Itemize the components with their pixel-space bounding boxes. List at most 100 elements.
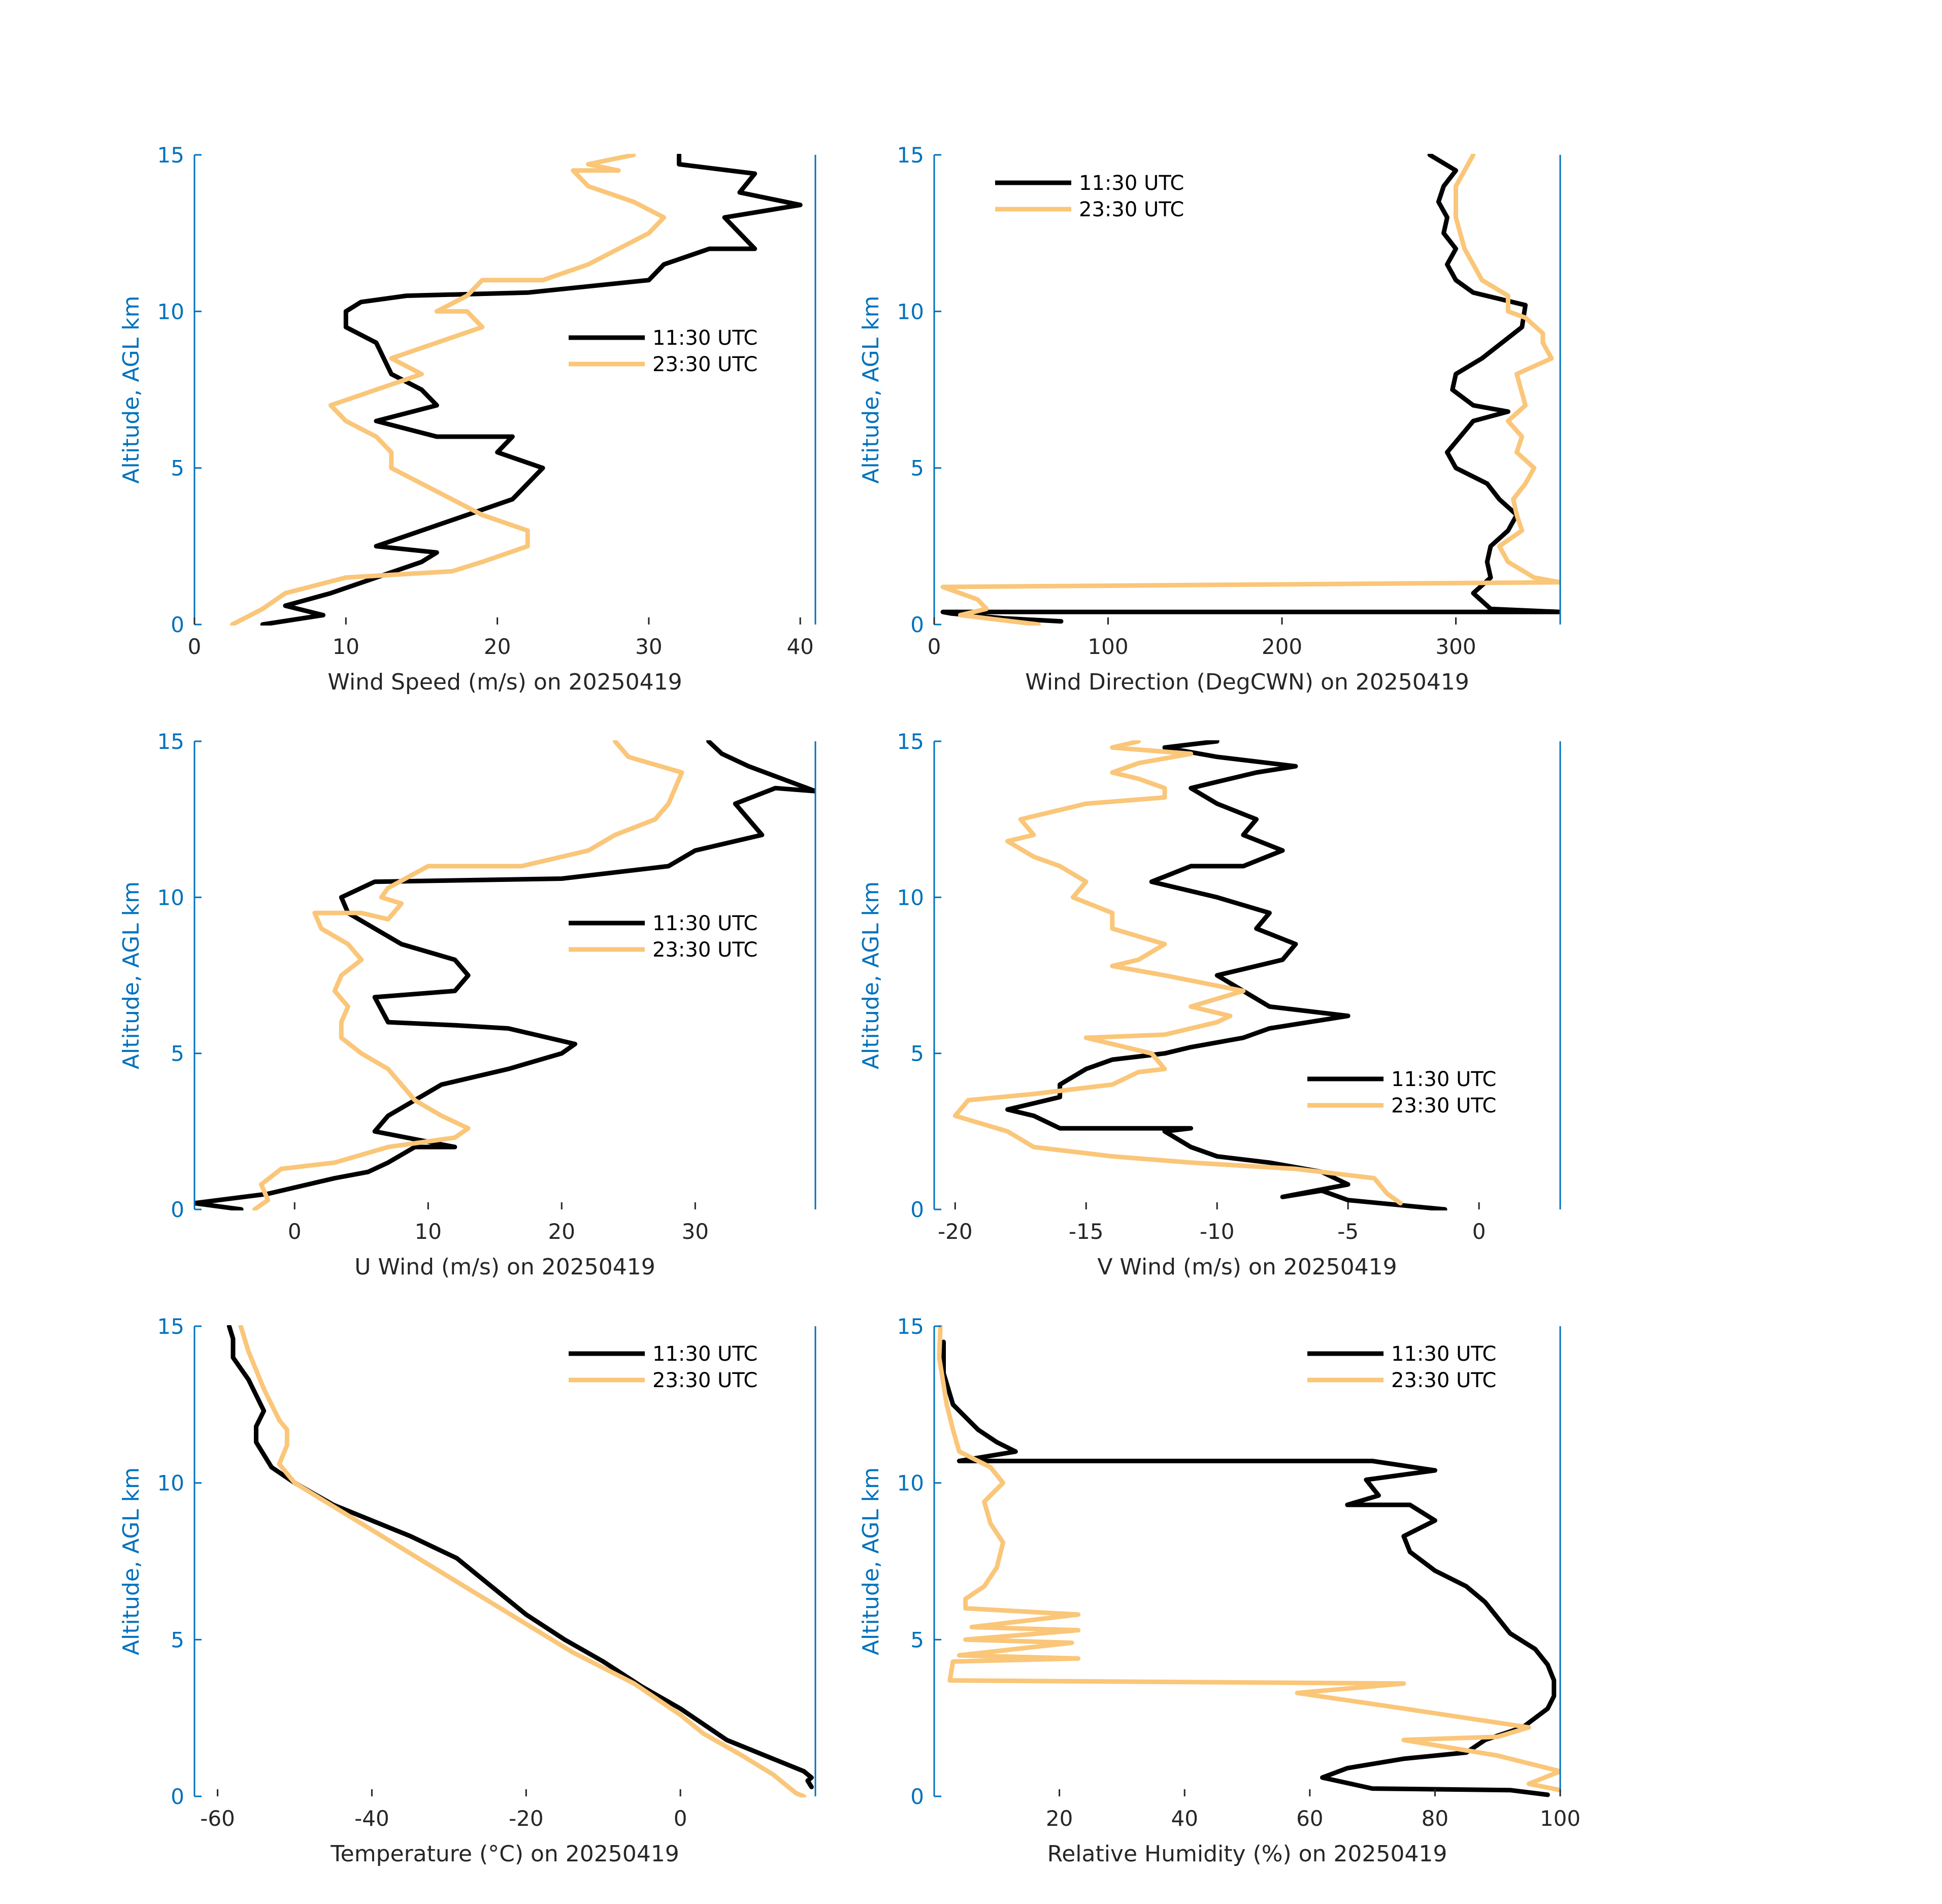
y-tick-label: 0 <box>171 1784 184 1809</box>
series-line-1130 <box>941 1339 1557 1797</box>
y-tick-label: 10 <box>897 1471 924 1496</box>
x-tick-label: 30 <box>635 634 662 659</box>
y-tick-label: 10 <box>897 299 924 324</box>
y-tick-label: 10 <box>157 1471 184 1496</box>
y-tick-label: 5 <box>171 456 184 481</box>
x-tick-label: 0 <box>188 634 202 659</box>
wind-direction-y-label: Altitude, AGL km <box>858 296 884 483</box>
u-wind-legend: 11:30 UTC 23:30 UTC <box>569 912 758 962</box>
temperature-legend: 11:30 UTC 23:30 UTC <box>569 1342 758 1392</box>
y-tick-label: 15 <box>157 729 184 754</box>
wind-speed-ticks: 0 5 10 15 0 10 20 30 40 <box>157 143 814 659</box>
legend-label-1130: 11:30 UTC <box>652 912 758 935</box>
y-tick-label: 5 <box>171 1627 184 1652</box>
y-tick-label: 15 <box>157 1314 184 1339</box>
x-tick-label: 80 <box>1422 1806 1449 1831</box>
legend-label-1130: 11:30 UTC <box>1391 1068 1496 1091</box>
legend-label-1130: 11:30 UTC <box>1079 172 1184 195</box>
x-tick-label: 30 <box>682 1219 709 1244</box>
temperature-x-label: Temperature (°C) on 20250419 <box>330 1841 679 1867</box>
x-tick-label: 100 <box>1088 634 1128 659</box>
v-wind-legend: 11:30 UTC 23:30 UTC <box>1307 1068 1496 1118</box>
series-line-1130 <box>1005 740 1447 1210</box>
x-tick-label: 200 <box>1262 634 1302 659</box>
series-line-1130 <box>194 740 815 1210</box>
legend-label-2330: 23:30 UTC <box>652 938 758 962</box>
series-line-1130 <box>940 154 1560 624</box>
series-line-2330 <box>940 154 1560 626</box>
temperature-panel: 0 5 10 15 -60 -40 -20 0 Temperature (°C) on 202… <box>118 1314 816 1867</box>
u-wind-x-label: U Wind (m/s) on 20250419 <box>354 1254 655 1280</box>
relative-humidity-series <box>937 1325 1560 1797</box>
y-tick-label: 0 <box>171 1197 184 1222</box>
y-tick-label: 5 <box>910 1627 924 1652</box>
legend-label-1130: 11:30 UTC <box>652 326 758 350</box>
legend-label-2330: 23:30 UTC <box>1391 1369 1496 1392</box>
x-tick-label: 60 <box>1296 1806 1323 1831</box>
v-wind-y-label: Altitude, AGL km <box>858 881 884 1069</box>
x-tick-label: 0 <box>674 1806 687 1831</box>
x-tick-label: 40 <box>786 634 813 659</box>
x-tick-label: 20 <box>1046 1806 1073 1831</box>
series-line-1130 <box>260 154 803 626</box>
x-tick-label: -15 <box>1069 1219 1104 1244</box>
y-tick-label: 5 <box>171 1041 184 1066</box>
x-tick-label: -5 <box>1337 1219 1359 1244</box>
x-tick-label: -60 <box>200 1806 235 1831</box>
series-line-2330 <box>238 1325 806 1797</box>
x-tick-label: -40 <box>354 1806 389 1831</box>
wind-direction-x-label: Wind Direction (DegCWN) on 20250419 <box>1025 669 1469 695</box>
y-tick-label: 10 <box>157 885 184 910</box>
y-tick-label: 15 <box>897 729 924 754</box>
wind-speed-x-label: Wind Speed (m/s) on 20250419 <box>327 669 682 695</box>
wind-direction-panel: 0 5 10 15 0 100 200 300 Wind Direction (DegCWN)… <box>858 143 1561 695</box>
x-tick-label: 20 <box>548 1219 575 1244</box>
v-wind-series <box>952 740 1447 1210</box>
temperature-y-label: Altitude, AGL km <box>118 1467 144 1655</box>
y-tick-label: 0 <box>171 612 184 637</box>
x-tick-label: 40 <box>1171 1806 1198 1831</box>
relative-humidity-panel: 0 5 10 15 20 40 60 80 100 Relative Humidity (%) … <box>858 1314 1581 1867</box>
x-tick-label: 100 <box>1540 1806 1581 1831</box>
wind-direction-legend: 11:30 UTC 23:30 UTC <box>995 172 1184 221</box>
u-wind-panel: 0 5 10 15 0 10 20 30 U Wind (m/s) on 20250419 A… <box>118 729 816 1280</box>
legend-label-2330: 23:30 UTC <box>652 353 758 376</box>
relative-humidity-y-label: Altitude, AGL km <box>858 1467 884 1655</box>
wind-speed-series <box>230 154 803 626</box>
series-line-1130 <box>226 1325 814 1789</box>
y-tick-label: 10 <box>157 299 184 324</box>
series-line-2330 <box>952 740 1403 1206</box>
series-line-2330 <box>252 740 684 1210</box>
y-tick-label: 0 <box>910 1784 924 1809</box>
legend-label-1130: 11:30 UTC <box>652 1342 758 1366</box>
v-wind-x-label: V Wind (m/s) on 20250419 <box>1097 1254 1397 1280</box>
wind-speed-y-label: Altitude, AGL km <box>118 296 144 483</box>
series-line-2330 <box>937 1325 1560 1793</box>
relative-humidity-legend: 11:30 UTC 23:30 UTC <box>1307 1342 1496 1392</box>
y-tick-label: 5 <box>910 1041 924 1066</box>
x-tick-label: 0 <box>288 1219 302 1244</box>
legend-label-2330: 23:30 UTC <box>652 1369 758 1392</box>
x-tick-label: -20 <box>509 1806 544 1831</box>
y-tick-label: 0 <box>910 612 924 637</box>
legend-label-2330: 23:30 UTC <box>1391 1094 1496 1118</box>
u-wind-ticks: 0 5 10 15 0 10 20 30 <box>157 729 709 1244</box>
y-tick-label: 10 <box>897 885 924 910</box>
x-tick-label: -10 <box>1200 1219 1235 1244</box>
temperature-ticks: 0 5 10 15 -60 -40 -20 0 <box>157 1314 687 1831</box>
y-tick-label: 15 <box>157 143 184 168</box>
relative-humidity-x-label: Relative Humidity (%) on 20250419 <box>1047 1841 1447 1867</box>
series-line-2330 <box>230 154 667 626</box>
y-tick-label: 5 <box>910 456 924 481</box>
relative-humidity-ticks: 0 5 10 15 20 40 60 80 100 <box>897 1314 1581 1831</box>
x-tick-label: 0 <box>928 634 941 659</box>
u-wind-series <box>194 740 815 1210</box>
x-tick-label: -20 <box>938 1219 973 1244</box>
wind-direction-series <box>940 154 1560 626</box>
u-wind-y-label: Altitude, AGL km <box>118 881 144 1069</box>
y-tick-label: 0 <box>910 1197 924 1222</box>
x-tick-label: 10 <box>415 1219 442 1244</box>
wind-speed-legend: 11:30 UTC 23:30 UTC <box>569 326 758 376</box>
x-tick-label: 10 <box>333 634 359 659</box>
